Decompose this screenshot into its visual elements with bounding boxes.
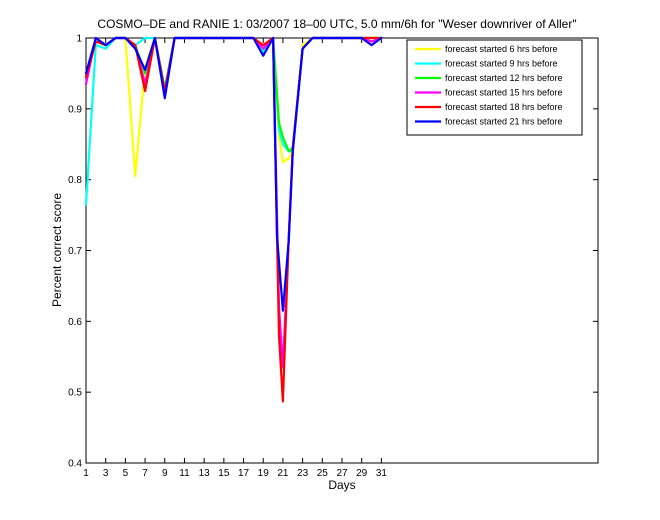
x-tick-label: 21 — [277, 468, 289, 479]
y-tick-label: 0.5 — [68, 388, 82, 399]
x-tick-label: 3 — [103, 468, 109, 479]
legend: forecast started 6 hrs before forecast st… — [406, 39, 583, 136]
legend-label-4: forecast started 15 hrs before — [445, 88, 563, 98]
y-tick-label: 0.9 — [68, 104, 82, 115]
x-tick-label: 19 — [258, 468, 270, 479]
x-tick-label: 15 — [218, 468, 230, 479]
legend-label-2: forecast started 9 hrs before — [445, 59, 558, 69]
y-tick-label: 0.7 — [68, 246, 82, 257]
y-tick-label: 0.6 — [68, 317, 82, 328]
x-tick-label: 11 — [179, 468, 190, 479]
x-axis-label: Days — [328, 478, 355, 492]
x-tick-label: 25 — [317, 468, 329, 479]
x-tick-label: 7 — [142, 468, 148, 479]
x-tick-label: 31 — [376, 468, 388, 479]
x-tick-label: 23 — [297, 468, 309, 479]
y-tick-label: 0.8 — [68, 175, 82, 186]
x-tick-label: 1 — [83, 468, 89, 479]
x-tick-label: 5 — [123, 468, 129, 479]
legend-label-5: forecast started 18 hrs before — [445, 102, 563, 112]
chart-title: COSMO–DE and RANIE 1: 03/2007 18–00 UTC,… — [97, 17, 576, 31]
y-tick-label: 0.4 — [68, 459, 82, 470]
legend-label-6: forecast started 21 hrs before — [445, 117, 563, 127]
plot-area: 1 3 5 7 9 11 13 15 17 19 21 23 25 27 29 310.40.50.60.70… — [68, 34, 599, 479]
x-tick-label: 17 — [238, 468, 250, 479]
legend-box — [406, 39, 583, 136]
series-line-1 — [84, 36, 383, 178]
legend-label-3: forecast started 12 hrs before — [445, 73, 563, 83]
series-line-4 — [84, 36, 383, 369]
y-axis-label: Percent correct score — [50, 193, 64, 307]
x-tick-label: 13 — [199, 468, 211, 479]
legend-label-1: forecast started 6 hrs before — [445, 44, 558, 54]
series-line-6 — [84, 36, 383, 312]
x-tick-label: 29 — [356, 468, 368, 479]
y-tick-label: 1 — [76, 34, 82, 45]
x-tick-label: 27 — [336, 468, 348, 479]
x-tick-label: 9 — [162, 468, 168, 479]
